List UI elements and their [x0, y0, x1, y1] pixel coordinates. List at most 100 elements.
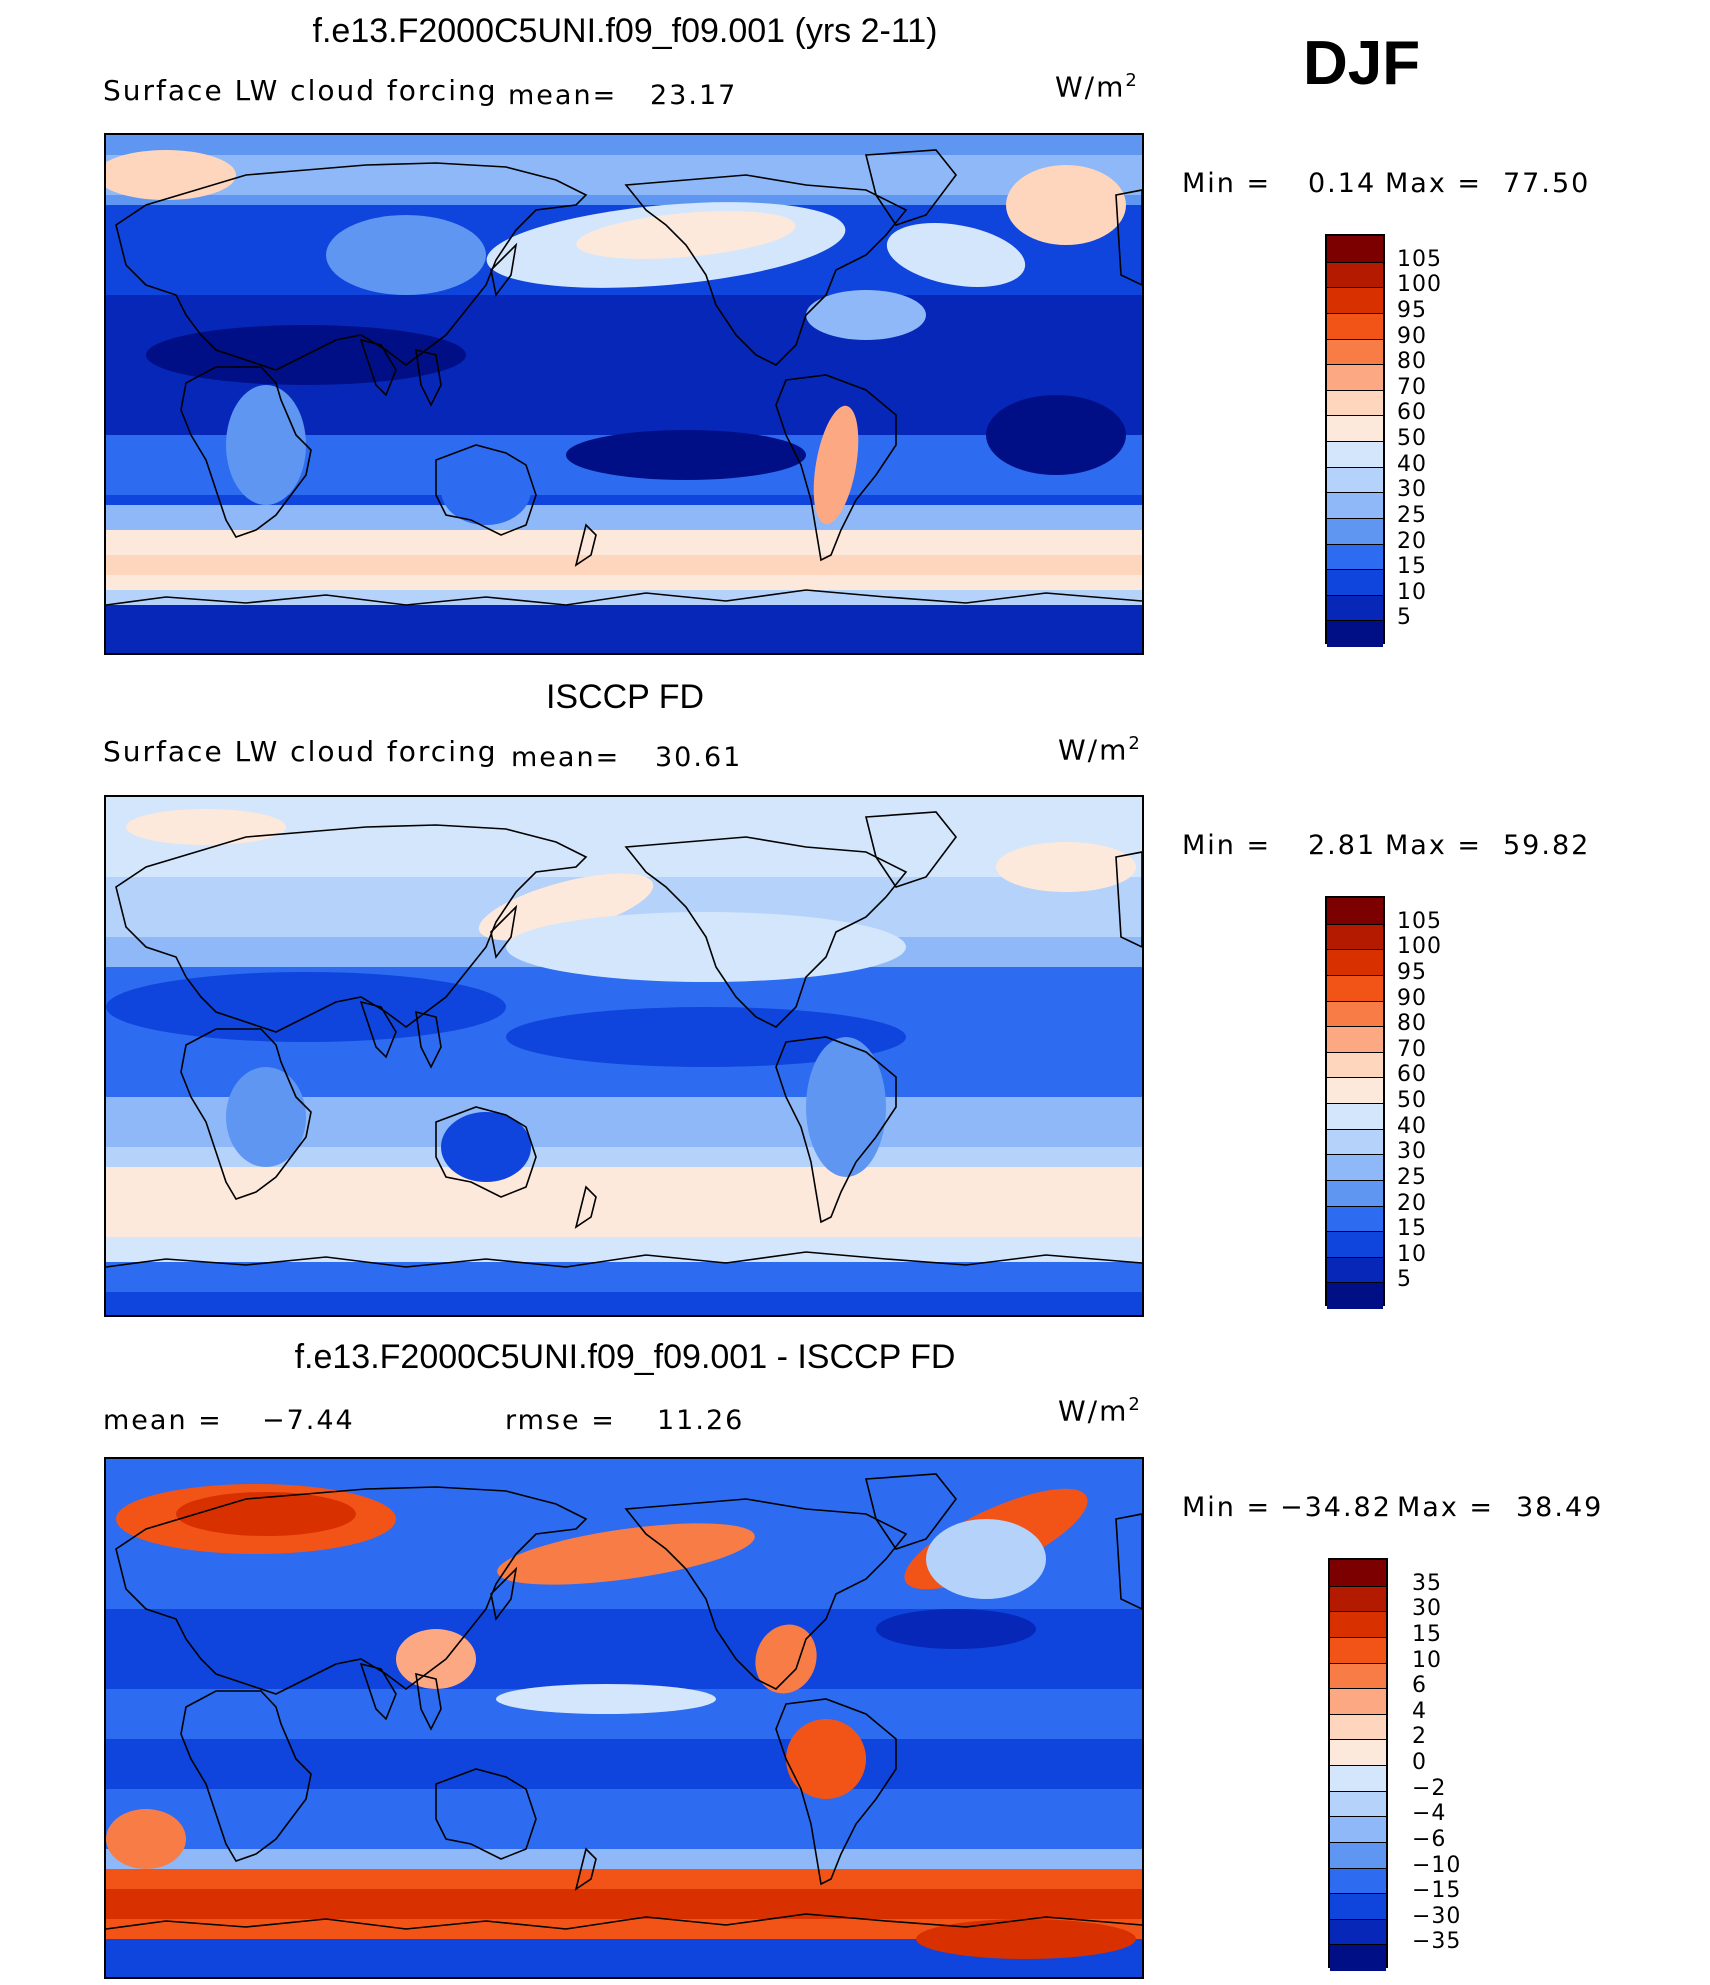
colorbar-swatch [1327, 923, 1383, 951]
panel-2-variable-label: Surface LW cloud forcing [103, 735, 498, 768]
panel-3-min-label: Min = [1182, 1492, 1272, 1523]
coastline [864, 149, 958, 226]
colorbar-swatch [1327, 312, 1383, 340]
field-contour-region [441, 1112, 531, 1182]
panel-3-units: W/m2 [1058, 1394, 1142, 1428]
field-contour-region [786, 1719, 866, 1799]
colorbar-label: 25 [1397, 502, 1427, 528]
colorbar-label: 30 [1397, 477, 1427, 503]
colorbar-swatch [1330, 1867, 1386, 1895]
coastline [106, 589, 1142, 606]
coastline [1115, 189, 1142, 286]
colorbar-swatch [1330, 1560, 1386, 1587]
colorbar-label: 90 [1397, 323, 1427, 349]
coastline [574, 1185, 597, 1229]
panel-2-colorbar: 105 100 95 90 80 70 60 50 40 30 25 20 15 10 5 [1325, 896, 1505, 1309]
colorbar-swatch [1327, 389, 1383, 417]
colorbar-label: 70 [1397, 374, 1427, 400]
panel-2-map [104, 795, 1144, 1317]
colorbar-label: 5 [1397, 1267, 1412, 1293]
colorbar-label: 60 [1397, 1062, 1427, 1088]
coastline [624, 836, 908, 1028]
colorbar-label: 60 [1397, 400, 1427, 426]
colorbar-swatch [1327, 1205, 1383, 1233]
colorbar-label: 90 [1397, 985, 1427, 1011]
colorbar-label: 100 [1397, 934, 1442, 960]
colorbar-label: 35 [1412, 1570, 1442, 1596]
field-contour-region [806, 1037, 886, 1177]
colorbar-swatch [1327, 1128, 1383, 1156]
colorbar-swatch [1327, 287, 1383, 314]
colorbar-swatch [1327, 1051, 1383, 1079]
colorbar-swatch [1327, 236, 1383, 263]
colorbar-swatch [1327, 441, 1383, 468]
colorbar-swatch [1327, 594, 1383, 622]
colorbar-swatch [1330, 1636, 1386, 1664]
coastline [574, 1847, 597, 1891]
colorbar-label: 70 [1397, 1036, 1427, 1062]
field-contour-region [806, 290, 926, 340]
colorbar-swatch [1327, 517, 1383, 545]
field-contour-region [226, 1067, 306, 1167]
colorbar-swatch [1327, 974, 1383, 1002]
panel-2-mean-value: 30.61 [655, 742, 743, 773]
field-contour-region [576, 211, 796, 259]
panel-3-max-value: 38.49 [1516, 1492, 1604, 1523]
colorbar-label: 30 [1412, 1596, 1442, 1622]
panel-1-map [104, 133, 1144, 655]
coastline [359, 338, 397, 397]
panel-3-colorbar: 35 30 15 10 6 4 2 0 −2 −4 −6 −10 −15 −30 −35 [1328, 1558, 1508, 1971]
colorbar-swatch [1330, 1790, 1386, 1818]
panel-1-mean-value: 23.17 [650, 80, 738, 111]
colorbar-swatch [1327, 898, 1383, 925]
colorbar-swatch [1327, 1077, 1383, 1104]
panel-1-min-value: 0.14 [1308, 168, 1377, 199]
colorbar-box [1328, 1558, 1388, 1971]
field-latitude-band [106, 155, 1142, 195]
field-contour-region [106, 1809, 186, 1869]
colorbar-label: −4 [1412, 1801, 1447, 1827]
coastline [359, 1000, 397, 1059]
colorbar-label: −15 [1412, 1878, 1462, 1904]
colorbar-label: 40 [1397, 1113, 1427, 1139]
panel-1-contour-field [106, 135, 1142, 653]
coastline [115, 1486, 588, 1695]
panel-1-colorbar: 105 100 95 90 80 70 60 50 40 30 25 20 15 10 5 [1325, 234, 1505, 647]
coastline [864, 811, 958, 888]
panel-2-max-label: Max = [1385, 830, 1483, 861]
coastlines [106, 149, 1142, 606]
panel-3-rmse-label: rmse = [505, 1405, 616, 1436]
panel-1-units: W/m2 [1055, 70, 1139, 104]
field-contour-region [755, 1624, 817, 1694]
field-contour-region [506, 1007, 906, 1067]
colorbar-label: −6 [1412, 1826, 1447, 1852]
field-contour-region [106, 972, 506, 1042]
colorbar-label: 4 [1412, 1698, 1427, 1724]
coastline [775, 1698, 897, 1886]
coastline [490, 242, 518, 297]
colorbar-label: 25 [1397, 1164, 1427, 1190]
colorbar-swatch [1327, 569, 1383, 596]
coastline [180, 366, 312, 538]
panel-3-mean-label: mean = [103, 1405, 223, 1436]
colorbar-swatch [1327, 620, 1383, 647]
colorbar-swatch [1327, 1103, 1383, 1130]
field-latitude-band [106, 605, 1142, 653]
colorbar-swatch [1330, 1944, 1386, 1971]
coastline [574, 523, 597, 567]
colorbar-swatch [1327, 338, 1383, 366]
field-contour-region [497, 1523, 755, 1585]
coastline [180, 1028, 312, 1200]
field-contour-region [926, 1519, 1046, 1599]
colorbar-label: 50 [1397, 1088, 1427, 1113]
colorbar-swatch [1327, 1282, 1383, 1309]
field-contour-region [813, 405, 859, 525]
coastline [864, 1473, 958, 1550]
coastline [1115, 1513, 1142, 1610]
colorbar-swatch [1327, 415, 1383, 442]
coastline [359, 1662, 397, 1721]
panel-3-mean-value: −7.44 [262, 1405, 355, 1436]
coastline [115, 824, 588, 1033]
colorbar-swatch [1330, 1918, 1386, 1946]
colorbar-label: 50 [1397, 426, 1427, 451]
